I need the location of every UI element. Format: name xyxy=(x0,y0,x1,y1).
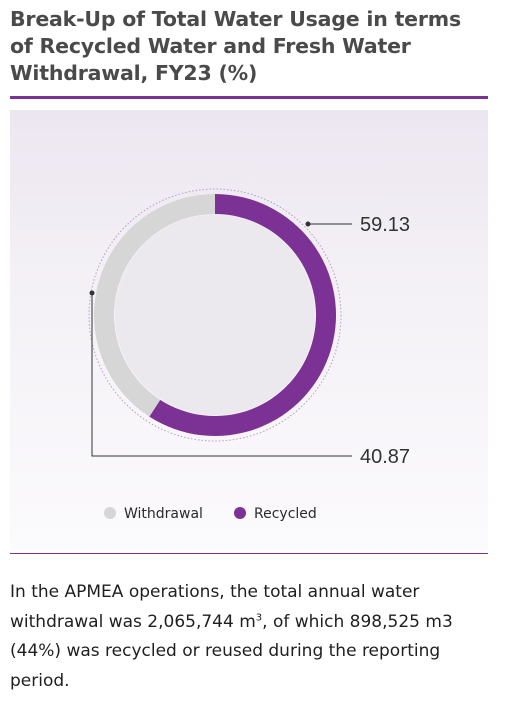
legend-swatch-withdrawal xyxy=(104,507,116,519)
chart-divider xyxy=(10,553,488,554)
donut-center xyxy=(115,215,315,415)
chart-panel: 59.13 40.87 Withdrawal Recycled xyxy=(10,110,488,550)
donut-chart: 59.13 40.87 Withdrawal Recycled xyxy=(88,188,410,522)
description-paragraph: In the APMEA operations, the total annua… xyxy=(10,578,500,696)
chart-title: Break-Up of Total Water Usage in terms o… xyxy=(10,7,461,85)
title-divider xyxy=(10,96,488,99)
description-text-after: , of which 898,525 m3 (44%) was recycled… xyxy=(10,611,453,691)
donut-slice-withdrawal xyxy=(93,194,215,417)
leader-line-withdrawal xyxy=(91,293,352,457)
data-label-recycled: 59.13 xyxy=(360,214,410,236)
donut-slice-recycled xyxy=(149,194,336,436)
data-label-withdrawal: 40.87 xyxy=(360,446,410,468)
description-superscript: 3 xyxy=(255,611,263,623)
legend-label-withdrawal: Withdrawal xyxy=(124,506,203,522)
legend-swatch-recycled xyxy=(234,507,246,519)
legend-label-recycled: Recycled xyxy=(254,506,317,522)
donut-outer-ring xyxy=(88,188,342,442)
description-text-before: In the APMEA operations, the total annua… xyxy=(10,582,420,632)
